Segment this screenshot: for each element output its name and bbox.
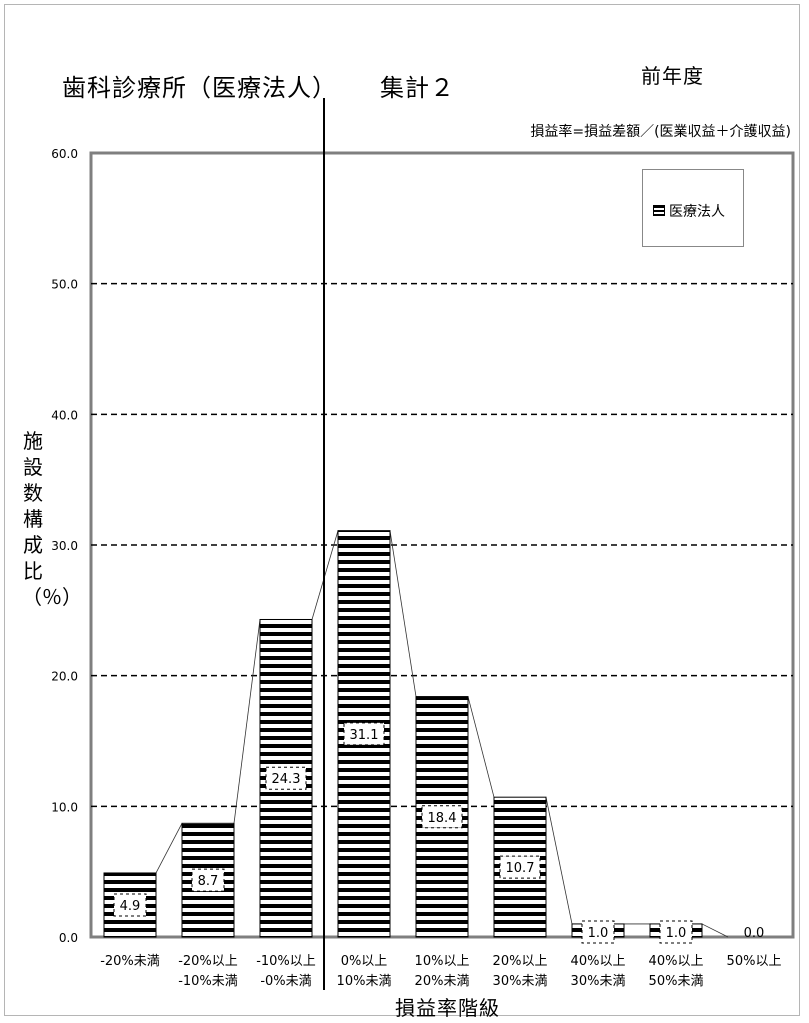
x-tick-label: 20%未満 [415, 974, 470, 989]
x-tick-label: 20%以上 [493, 954, 548, 969]
x-tick-label: 40%以上 [649, 954, 704, 969]
data-label: 1.0 [666, 926, 687, 941]
x-tick-label: 10%未満 [337, 974, 392, 989]
data-label-box [113, 893, 147, 917]
y-tick-label: 50.0 [51, 278, 78, 292]
x-tick-label: -10%未満 [178, 974, 238, 989]
data-label: 1.0 [588, 926, 609, 941]
connector-line [545, 797, 573, 925]
legend-swatch [653, 205, 665, 216]
x-tick-label: -10%以上 [256, 954, 316, 969]
x-tick-label: 30%未満 [493, 974, 548, 989]
y-tick-label: 30.0 [51, 539, 78, 553]
data-label: 31.1 [350, 728, 379, 743]
chart-subtitle: 集計２ [380, 74, 455, 102]
x-axis-title: 損益率階級 [395, 996, 500, 1020]
x-tick-label: 40%以上 [571, 954, 626, 969]
legend: 医療法人 [642, 169, 744, 247]
formula-note: 損益率=損益差額／(医業収益＋介護収益) [530, 124, 791, 140]
y-tick-label: 10.0 [51, 800, 78, 814]
data-label: 8.7 [198, 874, 219, 889]
data-label-box [265, 766, 307, 790]
y-tick-label: 0.0 [59, 931, 78, 945]
data-label-box [499, 855, 541, 879]
connector-line [233, 619, 261, 824]
data-label-box [659, 920, 693, 944]
x-tick-label: -0%未満 [260, 974, 311, 989]
x-tick-label: -20%未満 [100, 954, 160, 969]
data-label-box [581, 920, 615, 944]
x-tick-label: 10%以上 [415, 954, 470, 969]
x-tick-label: 0%以上 [341, 954, 388, 969]
connector-line [389, 530, 417, 697]
x-tick-label: 30%未満 [571, 974, 626, 989]
fiscal-year-label: 前年度 [641, 64, 704, 88]
data-label-box [421, 805, 463, 829]
legend-series-label: 医療法人 [669, 204, 725, 220]
connector-line [701, 923, 729, 938]
connector-line [155, 823, 183, 874]
data-label: 10.7 [506, 861, 535, 876]
y-tick-label: 60.0 [51, 147, 78, 161]
x-tick-label: -20%以上 [178, 954, 238, 969]
data-label-box [343, 722, 385, 746]
data-label: 24.3 [272, 772, 301, 787]
data-label-box [191, 868, 225, 892]
y-tick-label: 20.0 [51, 670, 78, 684]
connector-line [467, 696, 495, 798]
x-tick-label: 50%未満 [649, 974, 704, 989]
x-tick-label: 50%以上 [727, 954, 782, 969]
chart-title: 歯科診療所（医療法人） [62, 74, 337, 102]
data-label: 18.4 [428, 811, 457, 826]
chart-frame [4, 4, 800, 1016]
y-tick-label: 40.0 [51, 408, 78, 422]
data-label: 0.0 [744, 926, 765, 941]
data-label: 4.9 [120, 899, 141, 914]
